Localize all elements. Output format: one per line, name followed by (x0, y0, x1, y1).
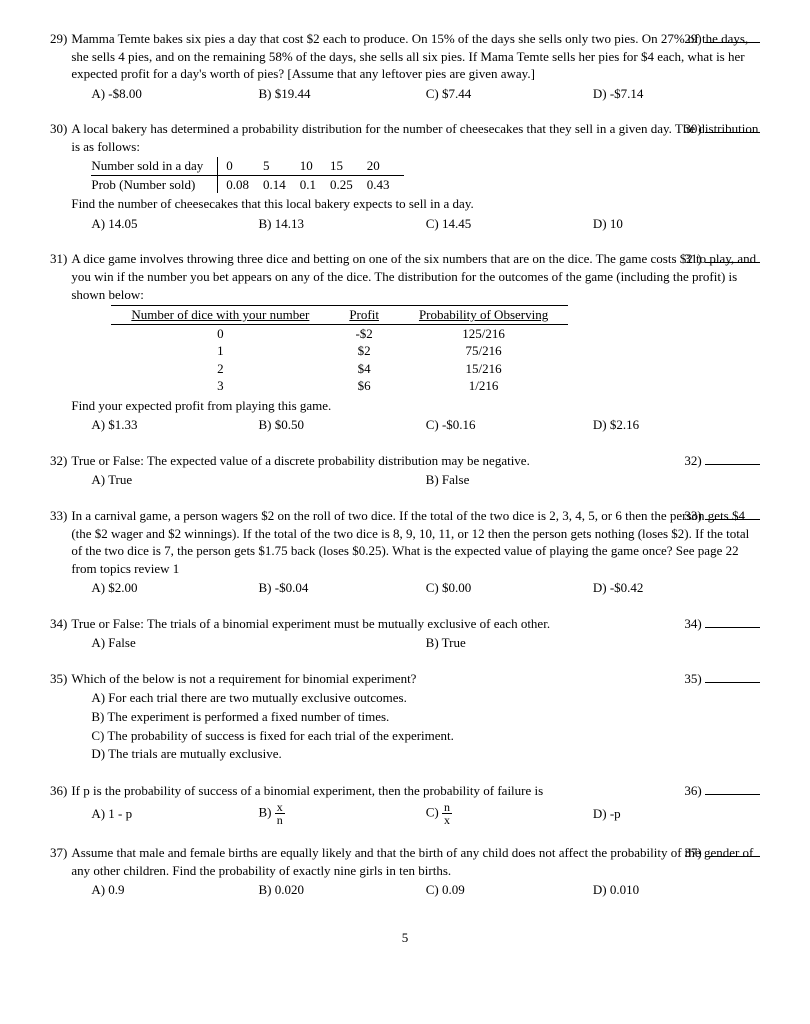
question-32: 32) 32) True or False: The expected valu… (50, 452, 760, 489)
question-31: 31) 31) A dice game involves throwing th… (50, 250, 760, 433)
choice-d: D) 10 (593, 215, 760, 233)
q-text: Mamma Temte bakes six pies a day that co… (71, 31, 748, 81)
q-number: 35) (50, 670, 67, 688)
choice-c: C) 14.45 (426, 215, 593, 233)
distribution-table: Number sold in a day 0 5 10 15 20 Prob (… (91, 157, 403, 193)
choice-b: B) xn (259, 801, 426, 826)
q-number: 31) (50, 250, 67, 268)
choices: A) True B) False (71, 471, 760, 489)
q-number: 30) (50, 120, 67, 138)
answer-slot: 32) (684, 452, 760, 470)
q-number: 37) (50, 844, 67, 862)
choice-c: C) 0.09 (426, 881, 593, 899)
choices: A) 14.05 B) 14.13 C) 14.45 D) 10 (71, 215, 760, 233)
choice-c: C) The probability of success is fixed f… (91, 727, 760, 745)
choice-d: D) -p (593, 805, 760, 823)
choice-d: D) -$0.42 (593, 579, 760, 597)
answer-slot: 33) (684, 507, 760, 525)
q-text: True or False: The expected value of a d… (71, 453, 530, 468)
choice-d: D) 0.010 (593, 881, 760, 899)
q-number: 36) (50, 782, 67, 800)
choice-d: D) $2.16 (593, 416, 760, 434)
choices: A) For each trial there are two mutually… (71, 689, 760, 762)
q-text: True or False: The trials of a binomial … (71, 616, 550, 631)
q-text: If p is the probability of success of a … (71, 783, 543, 798)
q-number: 32) (50, 452, 67, 470)
choice-a: A) -$8.00 (91, 85, 258, 103)
choice-d: D) The trials are mutually exclusive. (91, 745, 760, 763)
choice-c: C) $7.44 (426, 85, 593, 103)
choice-b: B) $0.50 (259, 416, 426, 434)
q-text: Assume that male and female births are e… (71, 845, 753, 878)
choices: A) 0.9 B) 0.020 C) 0.09 D) 0.010 (71, 881, 760, 899)
choices: A) $1.33 B) $0.50 C) -$0.16 D) $2.16 (71, 416, 760, 434)
answer-slot: 34) (684, 615, 760, 633)
answer-slot: 30) (684, 120, 760, 138)
choice-b: B) False (426, 471, 760, 489)
question-30: 30) 30) A local bakery has determined a … (50, 120, 760, 232)
choice-b: B) The experiment is performed a fixed n… (91, 708, 760, 726)
answer-slot: 31) (684, 250, 760, 268)
choice-c: C) $0.00 (426, 579, 593, 597)
question-36: 36) 36) If p is the probability of succe… (50, 782, 760, 827)
answer-slot: 35) (684, 670, 760, 688)
question-34: 34) 34) True or False: The trials of a b… (50, 615, 760, 652)
q-after: Find the number of cheesecakes that this… (71, 195, 760, 213)
choice-a: A) $1.33 (91, 416, 258, 434)
choice-b: B) True (426, 634, 760, 652)
q-number: 34) (50, 615, 67, 633)
q-number: 29) (50, 30, 67, 48)
page-number: 5 (50, 929, 760, 947)
choice-a: A) 14.05 (91, 215, 258, 233)
q-after: Find your expected profit from playing t… (71, 397, 760, 415)
question-37: 37) 37) Assume that male and female birt… (50, 844, 760, 899)
choice-d: D) -$7.14 (593, 85, 760, 103)
answer-slot: 37) (684, 844, 760, 862)
choice-a: A) 1 - p (91, 805, 258, 823)
q-text: A local bakery has determined a probabil… (71, 121, 758, 154)
answer-slot: 29) (684, 30, 760, 48)
q-text: Which of the below is not a requirement … (71, 671, 416, 686)
choices: A) 1 - p B) xn C) nx D) -p (71, 801, 760, 826)
q-text: A dice game involves throwing three dice… (71, 251, 756, 301)
question-35: 35) 35) Which of the below is not a requ… (50, 670, 760, 764)
choice-b: B) 0.020 (259, 881, 426, 899)
choice-b: B) -$0.04 (259, 579, 426, 597)
choice-c: C) nx (426, 801, 593, 826)
choices: A) -$8.00 B) $19.44 C) $7.44 D) -$7.14 (71, 85, 760, 103)
answer-slot: 36) (684, 782, 760, 800)
q-text: In a carnival game, a person wagers $2 o… (71, 508, 749, 576)
game-table: Number of dice with your number Profit P… (111, 305, 568, 395)
question-29: 29) 29) Mamma Temte bakes six pies a day… (50, 30, 760, 102)
choice-c: C) -$0.16 (426, 416, 593, 434)
q-number: 33) (50, 507, 67, 525)
choice-a: A) For each trial there are two mutually… (91, 689, 760, 707)
choices: A) $2.00 B) -$0.04 C) $0.00 D) -$0.42 (71, 579, 760, 597)
choice-a: A) False (91, 634, 425, 652)
choice-a: A) 0.9 (91, 881, 258, 899)
choices: A) False B) True (71, 634, 760, 652)
choice-b: B) 14.13 (259, 215, 426, 233)
choice-b: B) $19.44 (259, 85, 426, 103)
question-33: 33) 33) In a carnival game, a person wag… (50, 507, 760, 597)
choice-a: A) $2.00 (91, 579, 258, 597)
choice-a: A) True (91, 471, 425, 489)
